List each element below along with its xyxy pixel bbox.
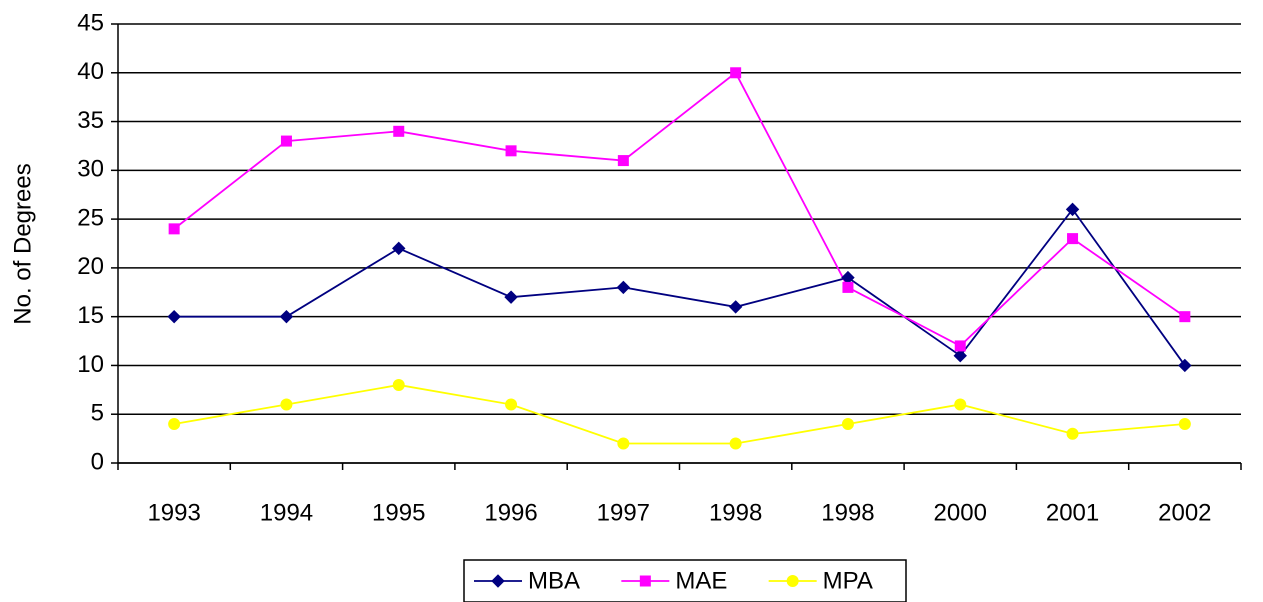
marker	[729, 437, 742, 450]
series-line	[173, 384, 1185, 445]
marker	[728, 300, 743, 314]
marker	[639, 575, 651, 587]
marker	[1178, 358, 1192, 373]
marker	[616, 280, 631, 295]
x-tick-label: 2002	[1158, 499, 1211, 526]
x-tick-label: 1995	[372, 499, 425, 526]
marker	[392, 241, 406, 256]
y-tick-label: 30	[77, 156, 104, 183]
marker	[730, 67, 742, 79]
y-tick-label: 40	[77, 58, 104, 85]
marker	[1178, 417, 1191, 430]
marker	[617, 155, 629, 167]
y-tick-label: 10	[77, 351, 104, 378]
marker	[954, 398, 967, 411]
legend: MBA MAE MPA	[463, 559, 907, 602]
legend-box	[463, 559, 907, 602]
marker	[954, 340, 966, 352]
y-tick-label: 20	[77, 253, 104, 280]
marker	[279, 309, 294, 324]
marker	[505, 398, 518, 411]
marker	[168, 417, 181, 430]
marker	[280, 398, 293, 411]
marker	[393, 125, 405, 137]
y-tick-label: 25	[77, 204, 104, 231]
x-tick-label: 2000	[934, 499, 987, 526]
marker	[1067, 233, 1079, 245]
x-tick-label: 1996	[484, 499, 537, 526]
marker	[841, 417, 854, 430]
x-tick-label: 1994	[260, 499, 313, 526]
series-line	[174, 207, 1186, 366]
marker	[1179, 311, 1191, 323]
marker	[1066, 427, 1079, 440]
x-tick-label: 1998	[709, 499, 762, 526]
marker	[842, 281, 854, 293]
y-axis-title: No. of Degrees	[9, 163, 36, 324]
x-tick-label: 2001	[1046, 499, 1099, 526]
y-tick-label: 35	[77, 107, 104, 134]
x-tick-label: 1998	[821, 499, 874, 526]
marker	[168, 223, 180, 235]
marker	[504, 290, 518, 304]
series-line	[173, 71, 1186, 348]
marker	[491, 574, 505, 588]
x-tick-label: 1993	[147, 499, 200, 526]
y-tick-label: 5	[91, 400, 104, 427]
legend-label: MAE	[675, 567, 727, 594]
x-tick-label: 1997	[597, 499, 650, 526]
marker	[953, 348, 967, 363]
marker	[1065, 202, 1080, 217]
marker	[617, 437, 630, 450]
legend-label: MBA	[528, 567, 580, 594]
y-tick-label: 45	[77, 9, 104, 36]
marker	[167, 309, 181, 324]
legend-label: MPA	[823, 567, 873, 594]
marker	[786, 575, 799, 587]
marker	[505, 145, 517, 157]
marker	[280, 135, 292, 147]
marker	[841, 270, 855, 285]
y-tick-label: 15	[77, 302, 104, 329]
marker	[392, 378, 405, 391]
y-tick-label: 0	[91, 448, 104, 475]
